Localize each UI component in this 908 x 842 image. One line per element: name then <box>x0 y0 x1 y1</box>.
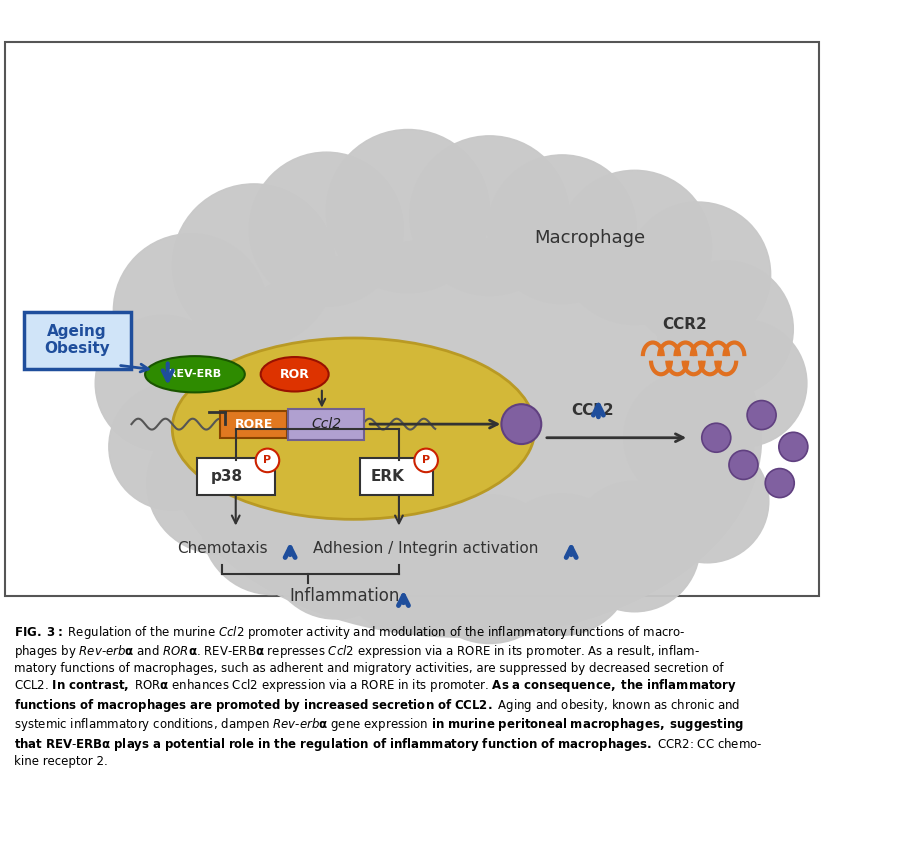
Circle shape <box>415 495 564 643</box>
Text: $\bf{FIG.\ 3:}$ Regulation of the murine $\it{Ccl2}$ promoter activity and modul: $\bf{FIG.\ 3:}$ Regulation of the murine… <box>14 624 762 768</box>
Text: Ccl2: Ccl2 <box>311 417 341 431</box>
Ellipse shape <box>173 338 535 520</box>
Text: ROR: ROR <box>280 368 310 381</box>
Circle shape <box>491 494 633 636</box>
Circle shape <box>147 413 289 554</box>
Circle shape <box>173 184 335 347</box>
Circle shape <box>646 440 769 562</box>
Circle shape <box>765 468 794 498</box>
Circle shape <box>109 383 236 510</box>
Text: Adhesion / Integrin activation: Adhesion / Integrin activation <box>313 541 538 556</box>
Text: Chemotaxis: Chemotaxis <box>177 541 268 556</box>
Circle shape <box>626 202 771 347</box>
Circle shape <box>114 234 268 388</box>
FancyBboxPatch shape <box>289 408 364 440</box>
Circle shape <box>501 404 541 444</box>
Circle shape <box>729 450 758 479</box>
Text: CCR2: CCR2 <box>662 317 707 332</box>
Text: Inflammation: Inflammation <box>290 588 400 605</box>
Circle shape <box>414 449 438 472</box>
Circle shape <box>747 401 776 429</box>
Circle shape <box>702 424 731 452</box>
Ellipse shape <box>145 356 245 392</box>
Text: RORE: RORE <box>234 418 273 430</box>
Circle shape <box>202 453 342 594</box>
Circle shape <box>410 136 569 296</box>
Circle shape <box>657 261 794 397</box>
Text: P: P <box>263 456 271 466</box>
Text: P: P <box>422 456 430 466</box>
Circle shape <box>624 372 755 503</box>
Text: REV-ERB: REV-ERB <box>168 370 222 379</box>
Text: CCL2: CCL2 <box>571 403 614 418</box>
Circle shape <box>337 492 479 633</box>
FancyBboxPatch shape <box>5 41 819 596</box>
Circle shape <box>488 155 637 304</box>
Circle shape <box>95 316 232 451</box>
Ellipse shape <box>261 357 329 392</box>
Circle shape <box>558 170 712 324</box>
Circle shape <box>256 449 280 472</box>
FancyBboxPatch shape <box>360 458 433 495</box>
Circle shape <box>569 482 700 612</box>
Text: p38: p38 <box>211 469 242 484</box>
Ellipse shape <box>163 238 762 637</box>
Circle shape <box>680 320 807 447</box>
FancyBboxPatch shape <box>24 312 131 369</box>
FancyBboxPatch shape <box>197 458 275 495</box>
Circle shape <box>779 432 808 461</box>
Circle shape <box>268 483 403 619</box>
Circle shape <box>326 130 489 293</box>
Text: ERK: ERK <box>370 469 404 484</box>
Text: Ageing
Obesity: Ageing Obesity <box>44 323 110 356</box>
FancyBboxPatch shape <box>221 411 288 438</box>
Text: Macrophage: Macrophage <box>534 229 645 248</box>
Circle shape <box>250 152 403 306</box>
